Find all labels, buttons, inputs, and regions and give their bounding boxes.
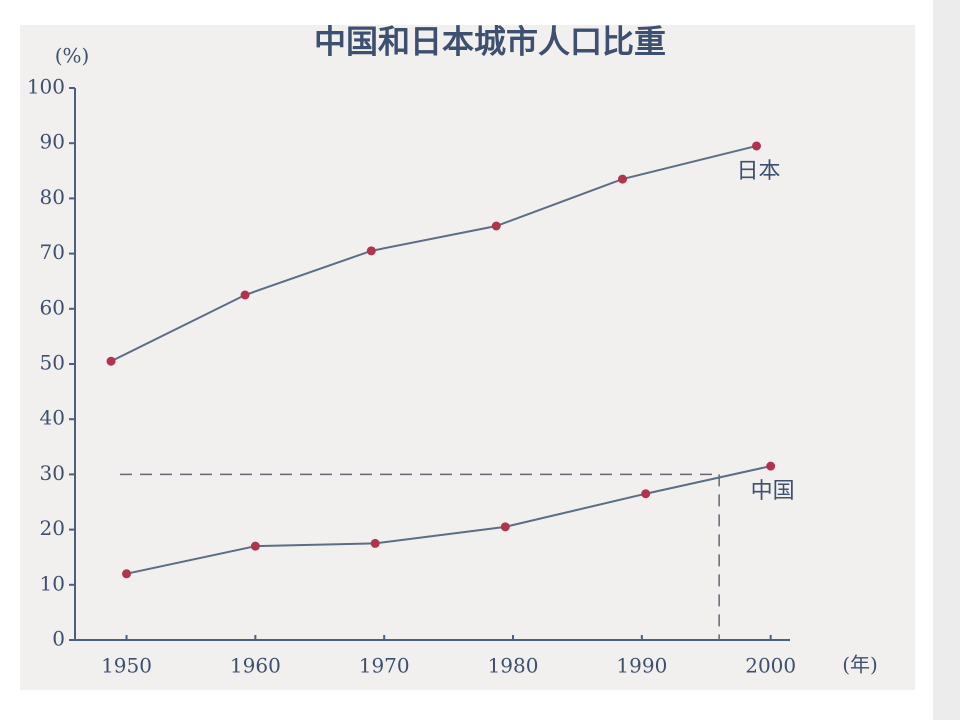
data-point <box>766 461 776 471</box>
x-tick-label: 1980 <box>488 654 539 678</box>
y-tick-label: 20 <box>40 516 65 540</box>
x-tick-label: 1970 <box>359 654 410 678</box>
side-panel <box>933 0 960 720</box>
x-tick-label: 1990 <box>616 654 667 678</box>
paper-background <box>20 25 915 690</box>
series-label: 日本 <box>737 159 781 184</box>
data-point <box>106 356 116 366</box>
data-point <box>500 522 510 532</box>
data-point <box>618 174 628 184</box>
x-tick-label: 1950 <box>101 654 152 678</box>
data-point <box>641 489 651 499</box>
y-unit: (%) <box>55 44 90 68</box>
x-tick-label: 2000 <box>745 654 796 678</box>
y-tick-label: 70 <box>40 240 65 264</box>
x-unit: (年) <box>842 653 878 677</box>
series-line <box>126 465 771 575</box>
series-line <box>110 144 757 363</box>
y-tick-label: 60 <box>40 295 65 319</box>
data-point <box>250 541 260 551</box>
x-tick-label: 1960 <box>230 654 281 678</box>
y-tick-label: 50 <box>40 351 65 375</box>
data-point <box>366 246 376 256</box>
data-point <box>752 141 762 151</box>
y-tick-label: 0 <box>52 627 65 651</box>
data-point <box>122 569 132 579</box>
chart-title: 中国和日本城市人口比重 <box>314 23 666 61</box>
y-tick-label: 10 <box>40 571 65 595</box>
y-tick-label: 40 <box>40 406 65 430</box>
data-point <box>240 290 250 300</box>
series-label: 中国 <box>751 479 795 504</box>
y-tick-label: 30 <box>40 461 65 485</box>
data-point <box>370 538 380 548</box>
data-point <box>491 221 501 231</box>
y-tick-label: 100 <box>27 75 65 99</box>
y-tick-label: 80 <box>40 185 65 209</box>
y-tick-label: 90 <box>40 130 65 154</box>
